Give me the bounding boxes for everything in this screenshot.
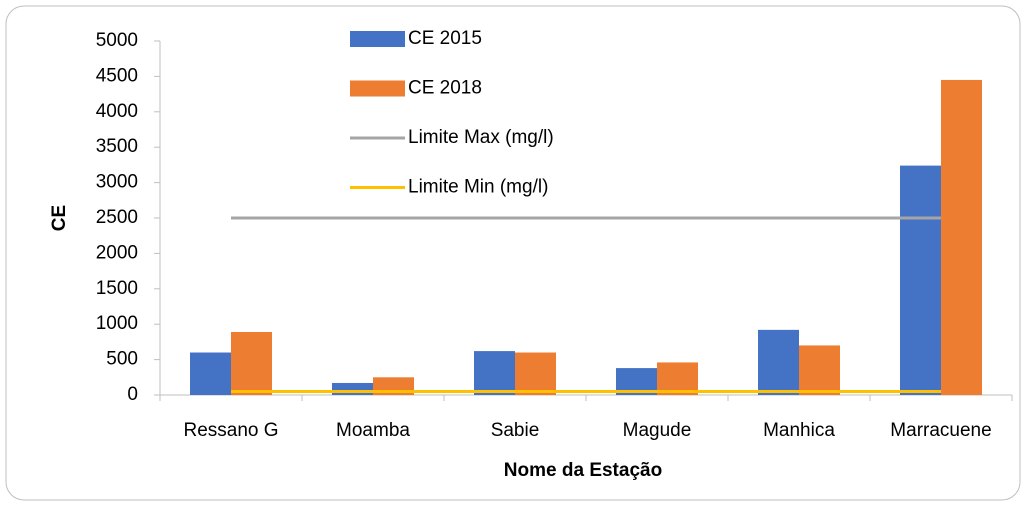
x-tick-label: Ressano G bbox=[183, 420, 278, 441]
legend-label: CE 2018 bbox=[408, 78, 482, 99]
y-tick-label: 3000 bbox=[96, 172, 138, 193]
y-tick-label: 2000 bbox=[96, 242, 138, 263]
legend-swatch bbox=[350, 31, 405, 47]
y-axis-label: CE bbox=[49, 205, 70, 231]
legend-label: Limite Min (mg/l) bbox=[408, 177, 548, 198]
x-tick-label: Manhica bbox=[763, 420, 835, 441]
x-tick-label: Magude bbox=[623, 420, 692, 441]
y-tick-label: 5000 bbox=[96, 30, 138, 51]
y-tick-label: 1500 bbox=[96, 278, 138, 299]
legend-label: Limite Max (mg/l) bbox=[408, 127, 554, 148]
bar bbox=[190, 352, 231, 395]
y-tick-label: 4000 bbox=[96, 101, 138, 122]
bar bbox=[231, 331, 272, 395]
legend-label: CE 2015 bbox=[408, 28, 482, 49]
bar bbox=[900, 165, 941, 395]
x-axis-label: Nome da Estação bbox=[504, 460, 662, 481]
y-tick-label: 0 bbox=[127, 384, 138, 405]
y-tick-label: 4500 bbox=[96, 65, 138, 86]
y-tick-label: 500 bbox=[106, 349, 138, 370]
legend-swatch bbox=[350, 80, 405, 97]
x-tick-label: Moamba bbox=[336, 420, 410, 441]
bar bbox=[332, 382, 373, 395]
y-tick-label: 3500 bbox=[96, 136, 138, 157]
bar bbox=[799, 345, 840, 395]
x-tick-label: Sabie bbox=[491, 420, 540, 441]
y-tick-label: 2500 bbox=[96, 207, 138, 228]
bar bbox=[758, 329, 799, 395]
bar bbox=[515, 352, 556, 395]
y-tick-label: 1000 bbox=[96, 313, 138, 334]
bar bbox=[941, 79, 982, 395]
bar bbox=[474, 351, 515, 395]
bar bbox=[657, 362, 698, 395]
x-tick-label: Marracuene bbox=[890, 420, 991, 441]
